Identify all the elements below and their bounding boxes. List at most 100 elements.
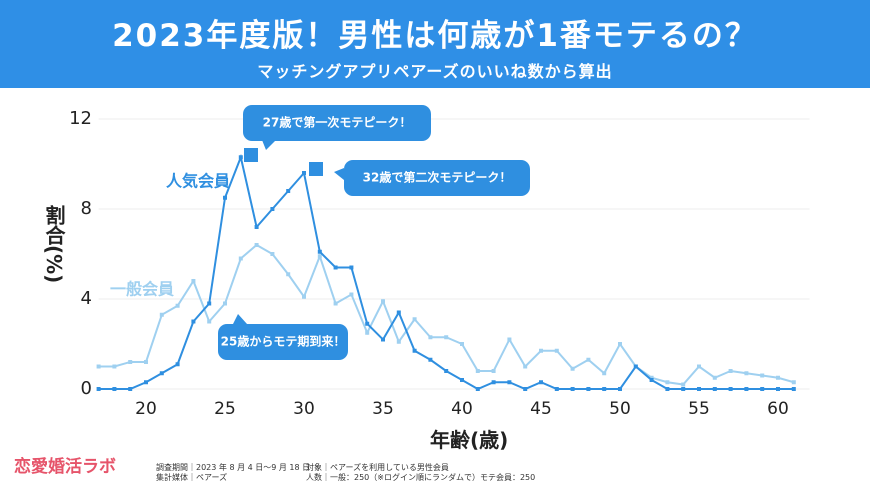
point: [365, 330, 370, 335]
point: [128, 387, 133, 391]
point: [238, 256, 243, 261]
annotation: 32歳で第二次モテピーク！: [363, 170, 512, 185]
series-line: [98, 243, 795, 386]
point: [570, 387, 575, 391]
point: [539, 348, 543, 353]
point: [460, 342, 464, 346]
point: [475, 387, 480, 391]
point: [618, 387, 622, 391]
point: [523, 387, 528, 391]
point: [776, 375, 780, 380]
point: [333, 301, 338, 306]
point: [254, 225, 259, 229]
point: [539, 380, 543, 385]
point: [191, 279, 196, 283]
point: [412, 348, 417, 353]
title: 2023年度版！男性は何歳が1番モテるの？: [112, 18, 758, 54]
point: [507, 337, 512, 342]
point: [586, 357, 591, 362]
legend-label: 人気会員: [166, 172, 230, 191]
point: [159, 312, 164, 317]
point: [428, 335, 433, 340]
point: [618, 342, 622, 346]
point: [712, 375, 717, 380]
x-tick-label: 20: [135, 399, 157, 419]
point: [144, 360, 148, 364]
point: [175, 303, 180, 308]
point: [507, 380, 512, 385]
point: [302, 171, 306, 175]
point: [286, 272, 291, 277]
point: [96, 387, 101, 391]
point: [144, 380, 148, 385]
point: [460, 378, 464, 382]
point: [128, 360, 133, 364]
callout-tail: [233, 314, 247, 324]
point: [396, 310, 401, 315]
point: [254, 243, 259, 247]
point: [697, 364, 701, 369]
point: [444, 335, 449, 340]
point: [317, 254, 322, 259]
x-tick-label: 30: [293, 399, 315, 419]
point: [302, 294, 306, 299]
note: 集計媒体｜ペアーズ: [156, 473, 228, 482]
point: [586, 387, 591, 391]
x-tick-label: 55: [688, 399, 710, 419]
point: [554, 387, 559, 391]
legend-label: 一般会員: [110, 280, 174, 299]
callout-box: [344, 160, 530, 196]
point: [475, 369, 480, 373]
point: [665, 380, 670, 385]
point: [381, 299, 385, 304]
point: [207, 301, 212, 306]
x-tick-label: 35: [372, 399, 394, 419]
annotation: 27歳で第一次モテピーク！: [263, 115, 412, 130]
point: [444, 369, 449, 373]
subtitle: マッチングアプリペアーズのいいね数から算出: [257, 62, 613, 81]
x-tick-label: 60: [767, 399, 789, 419]
point: [428, 357, 433, 362]
y-axis-label: 割合(%): [42, 205, 66, 284]
point: [286, 189, 291, 193]
callout-box: [218, 324, 348, 360]
note: 調査期間｜2023 年 8 月 4 日～9 月 18 日: [156, 463, 311, 472]
point: [697, 387, 701, 391]
logo: 恋愛婚活ラボ: [14, 457, 116, 477]
peak-marker: [244, 148, 258, 162]
point: [381, 337, 385, 342]
point: [333, 265, 338, 270]
point: [649, 378, 654, 382]
point: [744, 387, 749, 391]
point: [554, 348, 559, 353]
x-tick-label: 50: [609, 399, 631, 419]
point: [238, 155, 243, 160]
point: [602, 371, 607, 376]
point: [776, 387, 780, 391]
point: [96, 364, 101, 369]
point: [396, 339, 401, 344]
point: [681, 382, 686, 387]
x-tick-label: 40: [451, 399, 473, 419]
point: [112, 387, 117, 391]
point: [223, 195, 227, 200]
point: [649, 375, 654, 380]
peak-marker: [309, 162, 323, 176]
point: [523, 364, 528, 369]
point: [270, 207, 275, 211]
point: [317, 249, 322, 254]
point: [223, 301, 227, 306]
point: [665, 387, 670, 391]
point: [112, 364, 117, 369]
point: [491, 369, 496, 373]
x-tick-label: 45: [530, 399, 552, 419]
point: [744, 371, 749, 376]
point: [412, 317, 417, 322]
point: [159, 371, 164, 376]
y-tick-label: 4: [81, 288, 92, 309]
point: [728, 387, 733, 391]
annotation: 25歳からモテ期到来！: [221, 334, 346, 349]
point: [602, 387, 607, 391]
